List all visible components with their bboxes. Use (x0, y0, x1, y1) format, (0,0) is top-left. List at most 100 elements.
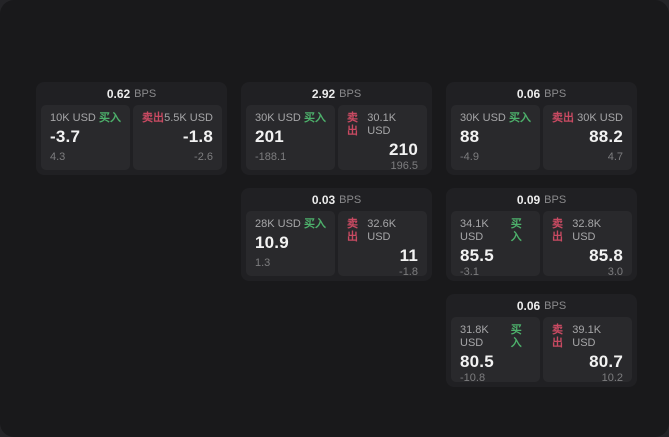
sell-amount: 30K USD (577, 112, 623, 124)
buy-amount: 10K USD (50, 112, 96, 124)
card-header: 0.09 BPS (451, 188, 632, 211)
panels: 34.1K USD 买入 85.5 -3.1 卖出 32.8K USD 85.8… (451, 211, 632, 278)
buy-panel[interactable]: 28K USD 买入 10.9 1.3 (246, 211, 335, 276)
sell-side-label: 卖出 (142, 112, 164, 124)
quote-card: 0.03 BPS 28K USD 买入 10.9 1.3 卖出 32.6K US… (241, 188, 432, 281)
bps-value: 2.92 (311, 86, 336, 101)
sell-panel[interactable]: 卖出 32.6K USD 11 -1.8 (338, 211, 427, 278)
sell-amount: 5.5K USD (164, 112, 213, 124)
bps-value: 0.06 (516, 86, 541, 101)
card-header: 0.06 BPS (451, 82, 632, 105)
buy-price: 201 (255, 127, 284, 146)
buy-sub-value: 1.3 (255, 257, 271, 269)
sell-amount: 30.1K USD (367, 112, 397, 137)
bps-label: BPS (339, 193, 362, 206)
buy-price: 88 (460, 127, 480, 146)
bps-value: 0.62 (106, 86, 131, 101)
sell-price: 210 (389, 140, 418, 159)
bps-label: BPS (339, 87, 362, 100)
bps-label: BPS (544, 299, 567, 312)
buy-side-label: 买入 (304, 218, 326, 230)
buy-panel[interactable]: 31.8K USD 买入 80.5 -10.8 (451, 317, 540, 384)
sell-amount: 39.1K USD (572, 324, 602, 349)
sell-sub-value: -2.6 (194, 151, 213, 163)
buy-panel-top: 30K USD 买入 (255, 112, 326, 125)
sell-amount: 32.8K USD (572, 218, 602, 243)
card-header: 0.06 BPS (451, 294, 632, 317)
buy-panel-top: 10K USD 买入 (50, 112, 121, 125)
buy-price: 10.9 (255, 233, 289, 252)
sell-panel-top: 卖出 30K USD (552, 112, 623, 125)
buy-side-label: 买入 (510, 218, 522, 243)
quote-card: 0.62 BPS 10K USD 买入 -3.7 4.3 卖出 5.5K USD (36, 82, 227, 175)
sell-side-label: 卖出 (347, 218, 358, 243)
panels: 30K USD 买入 201 -188.1 卖出 30.1K USD 210 1… (246, 105, 427, 172)
quote-card: 0.09 BPS 34.1K USD 买入 85.5 -3.1 卖出 32.8K… (446, 188, 637, 281)
buy-side-label: 买入 (99, 112, 121, 124)
bps-value: 0.03 (311, 192, 336, 207)
buy-panel[interactable]: 30K USD 买入 201 -188.1 (246, 105, 335, 170)
sell-panel-top: 卖出 5.5K USD (142, 112, 213, 125)
buy-price: 80.5 (460, 352, 494, 371)
buy-panel-top: 31.8K USD 买入 (460, 324, 531, 350)
sell-sub-value: 4.7 (607, 151, 623, 163)
bps-label: BPS (134, 87, 157, 100)
buy-panel-top: 34.1K USD 买入 (460, 218, 531, 244)
buy-amount: 31.8K USD (460, 324, 489, 349)
quote-card: 2.92 BPS 30K USD 买入 201 -188.1 卖出 30.1K … (241, 82, 432, 175)
sell-panel-top: 卖出 30.1K USD (347, 112, 418, 138)
buy-sub-value: -4.9 (460, 151, 479, 163)
buy-amount: 28K USD (255, 218, 301, 230)
sell-side-label: 卖出 (552, 112, 574, 124)
sell-panel[interactable]: 卖出 5.5K USD -1.8 -2.6 (133, 105, 222, 170)
buy-sub-value: -188.1 (255, 151, 287, 163)
buy-panel-top: 30K USD 买入 (460, 112, 531, 125)
buy-price: 85.5 (460, 246, 494, 265)
bps-label: BPS (544, 87, 567, 100)
sell-price: -1.8 (182, 127, 213, 146)
buy-panel[interactable]: 10K USD 买入 -3.7 4.3 (41, 105, 130, 170)
sell-panel[interactable]: 卖出 39.1K USD 80.7 10.2 (543, 317, 632, 384)
panels: 31.8K USD 买入 80.5 -10.8 卖出 39.1K USD 80.… (451, 317, 632, 384)
sell-amount: 32.6K USD (367, 218, 397, 243)
sell-panel[interactable]: 卖出 30.1K USD 210 196.5 (338, 105, 427, 172)
buy-side-label: 买入 (304, 112, 326, 124)
buy-panel[interactable]: 34.1K USD 买入 85.5 -3.1 (451, 211, 540, 278)
sell-panel[interactable]: 卖出 30K USD 88.2 4.7 (543, 105, 632, 170)
quote-card: 0.06 BPS 30K USD 买入 88 -4.9 卖出 30K USD (446, 82, 637, 175)
sell-price: 88.2 (589, 127, 623, 146)
buy-price: -3.7 (50, 127, 81, 146)
buy-sub-value: 4.3 (50, 151, 66, 163)
buy-amount: 30K USD (255, 112, 301, 124)
sell-side-label: 卖出 (552, 324, 563, 349)
buy-sub-value: -10.8 (460, 372, 486, 384)
card-header: 2.92 BPS (246, 82, 427, 105)
buy-panel[interactable]: 30K USD 买入 88 -4.9 (451, 105, 540, 170)
quote-cards-grid: 0.62 BPS 10K USD 买入 -3.7 4.3 卖出 5.5K USD (36, 82, 637, 387)
buy-amount: 34.1K USD (460, 218, 489, 243)
quote-card: 0.06 BPS 31.8K USD 买入 80.5 -10.8 卖出 39.1… (446, 294, 637, 387)
buy-sub-value: -3.1 (460, 266, 479, 278)
bps-label: BPS (544, 193, 567, 206)
sell-price: 11 (399, 246, 418, 265)
panels: 28K USD 买入 10.9 1.3 卖出 32.6K USD 11 -1.8 (246, 211, 427, 278)
card-header: 0.62 BPS (41, 82, 222, 105)
buy-amount: 30K USD (460, 112, 506, 124)
panels: 30K USD 买入 88 -4.9 卖出 30K USD 88.2 4.7 (451, 105, 632, 170)
sell-side-label: 卖出 (347, 112, 358, 137)
sell-sub-value: -1.8 (399, 266, 418, 278)
sell-sub-value: 196.5 (390, 160, 418, 172)
sell-panel-top: 卖出 32.6K USD (347, 218, 418, 244)
sell-panel-top: 卖出 39.1K USD (552, 324, 623, 350)
bps-value: 0.06 (516, 298, 541, 313)
panels: 10K USD 买入 -3.7 4.3 卖出 5.5K USD -1.8 -2.… (41, 105, 222, 170)
buy-panel-top: 28K USD 买入 (255, 218, 326, 231)
sell-price: 85.8 (589, 246, 623, 265)
sell-price: 80.7 (589, 352, 623, 371)
buy-side-label: 买入 (510, 324, 522, 349)
sell-sub-value: 10.2 (601, 372, 623, 384)
sell-side-label: 卖出 (552, 218, 563, 243)
buy-side-label: 买入 (509, 112, 531, 124)
sell-panel[interactable]: 卖出 32.8K USD 85.8 3.0 (543, 211, 632, 278)
